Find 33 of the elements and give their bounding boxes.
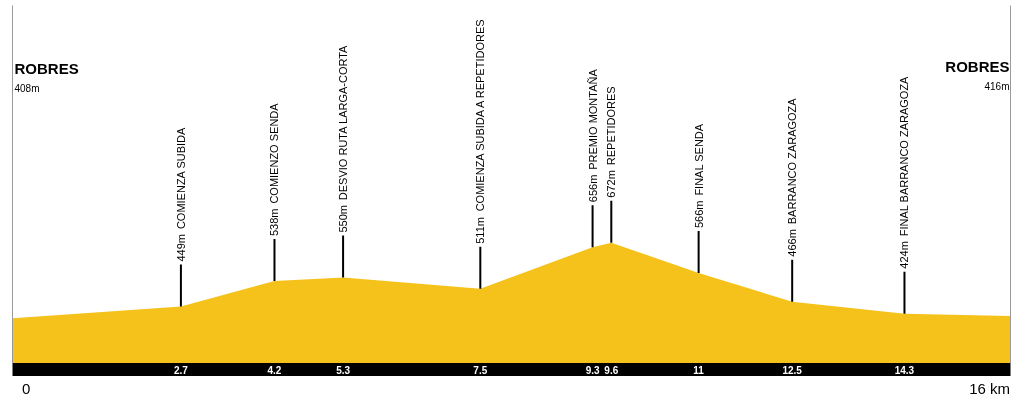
annotation: FINAL BARRANCO ZARAGOZA xyxy=(898,75,911,237)
x-tick-label: 9.6 xyxy=(604,364,619,376)
data-label: 466m xyxy=(786,229,799,257)
annotation: ROBRES xyxy=(945,57,1010,75)
data-label: 538m xyxy=(268,208,281,237)
x-tick-label: 5.3 xyxy=(336,364,351,376)
x-tick-label: 9.3 xyxy=(585,364,600,376)
data-label: 566m xyxy=(692,200,705,228)
data-label: 656m xyxy=(586,174,599,203)
annotation: REPETIDORES xyxy=(605,86,618,166)
text: 16 km xyxy=(969,380,1010,398)
x-tick-label: 14.3 xyxy=(894,364,915,376)
annotation: FINAL SENDA xyxy=(692,123,705,196)
annotation: PREMIO MONTAÑA xyxy=(586,68,599,170)
data-label: 550m xyxy=(337,205,350,233)
annotation: DESVIO RUTA LARGA-CORTA xyxy=(337,44,350,201)
data-label: 424m xyxy=(898,241,911,269)
annotation: ROBRES xyxy=(14,60,79,78)
x-tick-label: 11 xyxy=(693,364,705,376)
annotation: BARRANCO ZARAGOZA xyxy=(786,97,799,225)
annotation: COMIENZO SENDA xyxy=(268,102,281,204)
annotation: 416m xyxy=(984,80,1010,92)
data-label: 511m xyxy=(474,217,487,244)
annotation: COMIENZA SUBIDA A REPETIDORES xyxy=(474,19,487,212)
x-tick-label: 7.5 xyxy=(473,364,488,376)
annotation: 408m xyxy=(14,83,40,95)
annotation: COMIENZA SUBIDA xyxy=(174,126,187,230)
text: 0 xyxy=(22,380,31,398)
x-tick-label: 12.5 xyxy=(782,364,803,376)
x-tick-label: 2.7 xyxy=(173,364,189,376)
data-label: 672m xyxy=(605,170,618,198)
data-label: 449m xyxy=(174,233,187,262)
x-tick-label: 4.2 xyxy=(267,364,282,376)
